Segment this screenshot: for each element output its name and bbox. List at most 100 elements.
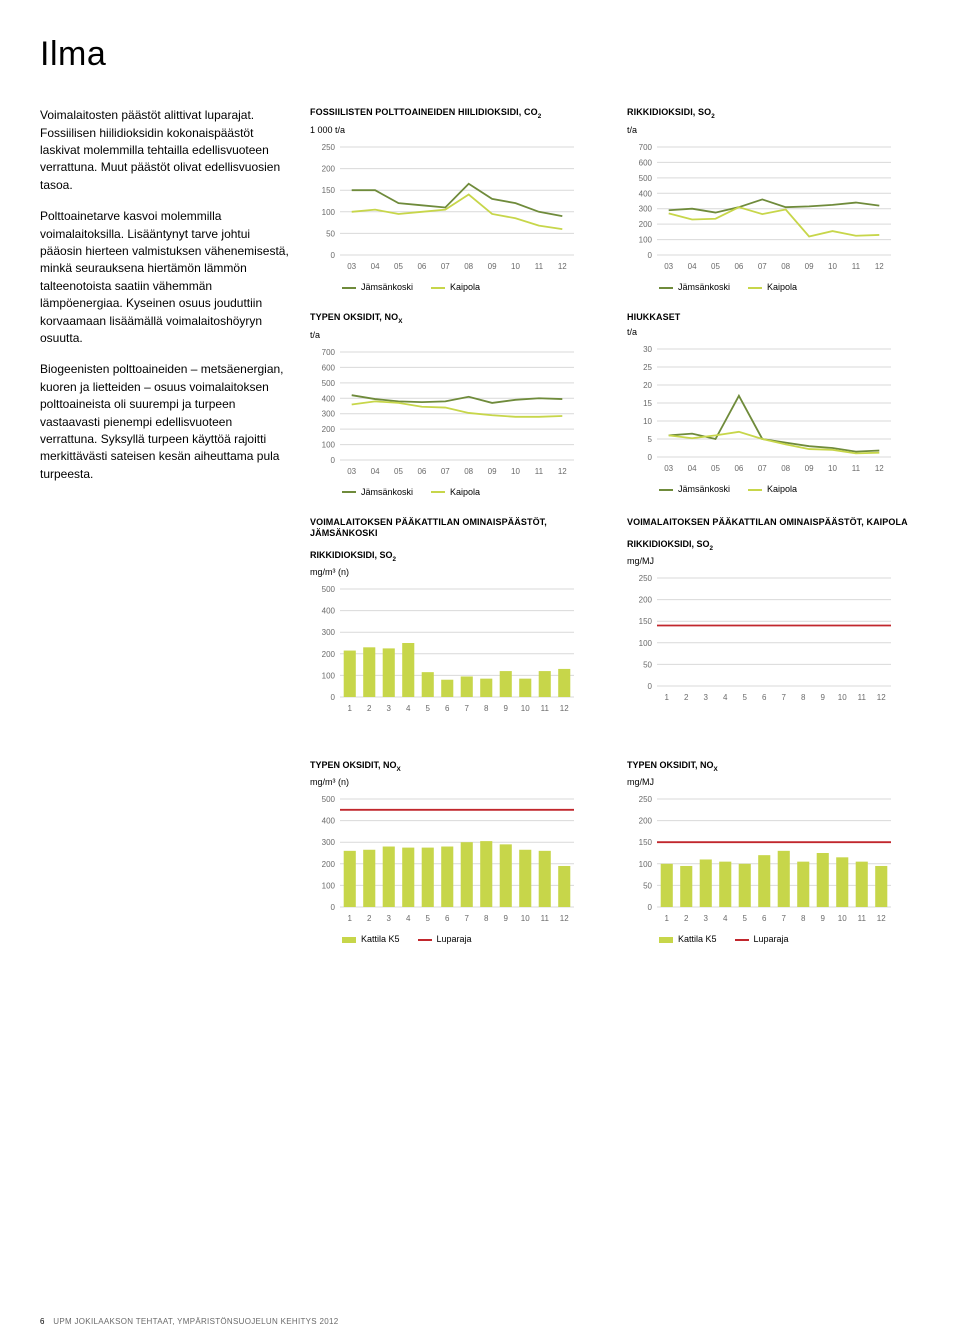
svg-text:200: 200 xyxy=(322,425,336,434)
svg-text:10: 10 xyxy=(511,467,520,476)
svg-text:10: 10 xyxy=(521,704,530,713)
para-2: Polttoainetarve kasvoi molemmilla voimal… xyxy=(40,208,290,347)
svg-text:11: 11 xyxy=(852,262,861,271)
svg-text:9: 9 xyxy=(821,693,826,702)
svg-text:15: 15 xyxy=(643,399,652,408)
svg-text:07: 07 xyxy=(441,467,450,476)
svg-text:08: 08 xyxy=(464,467,473,476)
svg-text:03: 03 xyxy=(347,262,356,271)
svg-text:8: 8 xyxy=(484,704,489,713)
svg-text:200: 200 xyxy=(322,165,336,174)
svg-text:12: 12 xyxy=(877,914,886,923)
svg-text:400: 400 xyxy=(322,607,336,616)
para-3: Biogeenisten polttoaineiden – metsäenerg… xyxy=(40,361,290,483)
svg-text:10: 10 xyxy=(838,693,847,702)
chart-kp-nox: TYPEN OKSIDIT, NOX mg/MJ 050100150200250… xyxy=(627,759,920,950)
legend-kp-nox: Kattila K5 Luparaja xyxy=(659,933,920,946)
svg-text:600: 600 xyxy=(322,363,336,372)
svg-text:1: 1 xyxy=(665,693,670,702)
svg-text:11: 11 xyxy=(852,464,861,473)
svg-text:04: 04 xyxy=(371,467,380,476)
svg-text:3: 3 xyxy=(387,704,392,713)
svg-text:04: 04 xyxy=(688,464,697,473)
svg-text:07: 07 xyxy=(758,262,767,271)
svg-text:6: 6 xyxy=(445,914,450,923)
svg-text:05: 05 xyxy=(394,467,403,476)
svg-text:11: 11 xyxy=(535,262,544,271)
svg-text:03: 03 xyxy=(664,262,673,271)
svg-text:05: 05 xyxy=(394,262,403,271)
svg-text:10: 10 xyxy=(828,464,837,473)
svg-text:08: 08 xyxy=(781,262,790,271)
svg-text:20: 20 xyxy=(643,381,652,390)
svg-text:2: 2 xyxy=(684,693,689,702)
svg-text:50: 50 xyxy=(326,229,335,238)
svg-text:150: 150 xyxy=(639,838,653,847)
svg-text:12: 12 xyxy=(558,262,567,271)
svg-text:200: 200 xyxy=(639,817,653,826)
svg-text:200: 200 xyxy=(639,596,653,605)
svg-text:6: 6 xyxy=(445,704,450,713)
svg-text:0: 0 xyxy=(331,693,336,702)
svg-text:10: 10 xyxy=(838,914,847,923)
svg-text:12: 12 xyxy=(560,914,569,923)
svg-text:0: 0 xyxy=(648,251,653,260)
svg-text:0: 0 xyxy=(331,456,336,465)
page-title: Ilma xyxy=(40,30,920,79)
svg-text:100: 100 xyxy=(639,860,653,869)
svg-text:0: 0 xyxy=(648,453,653,462)
chart-co2: FOSSIILISTEN POLTTOAINEIDEN HIILIDIOKSID… xyxy=(310,107,603,298)
svg-text:1: 1 xyxy=(665,914,670,923)
svg-text:500: 500 xyxy=(322,585,336,594)
svg-text:06: 06 xyxy=(417,467,426,476)
legend-nox: Jämsänkoski Kaipola xyxy=(342,486,603,499)
svg-text:12: 12 xyxy=(875,464,884,473)
svg-text:1: 1 xyxy=(348,704,353,713)
svg-text:200: 200 xyxy=(322,860,336,869)
svg-text:10: 10 xyxy=(521,914,530,923)
svg-text:11: 11 xyxy=(541,914,550,923)
svg-text:5: 5 xyxy=(648,435,653,444)
svg-text:08: 08 xyxy=(781,464,790,473)
svg-text:06: 06 xyxy=(734,262,743,271)
svg-text:100: 100 xyxy=(322,208,336,217)
svg-text:5: 5 xyxy=(426,704,431,713)
svg-text:400: 400 xyxy=(322,394,336,403)
svg-text:700: 700 xyxy=(322,348,336,357)
svg-text:4: 4 xyxy=(406,914,411,923)
svg-text:11: 11 xyxy=(858,693,867,702)
svg-text:06: 06 xyxy=(417,262,426,271)
svg-text:3: 3 xyxy=(704,914,709,923)
svg-text:100: 100 xyxy=(322,672,336,681)
legend-so2: Jämsänkoski Kaipola xyxy=(659,281,920,294)
svg-text:500: 500 xyxy=(639,174,653,183)
svg-text:4: 4 xyxy=(406,704,411,713)
svg-text:12: 12 xyxy=(875,262,884,271)
svg-text:4: 4 xyxy=(723,914,728,923)
svg-text:7: 7 xyxy=(782,914,787,923)
svg-text:09: 09 xyxy=(488,262,497,271)
svg-text:1: 1 xyxy=(348,914,353,923)
para-1: Voimalaitosten päästöt alittivat luparaj… xyxy=(40,107,290,194)
svg-text:10: 10 xyxy=(511,262,520,271)
svg-text:5: 5 xyxy=(743,693,748,702)
svg-text:3: 3 xyxy=(387,914,392,923)
svg-text:2: 2 xyxy=(684,914,689,923)
svg-text:7: 7 xyxy=(782,693,787,702)
svg-text:06: 06 xyxy=(734,464,743,473)
svg-text:0: 0 xyxy=(648,903,653,912)
svg-text:500: 500 xyxy=(322,795,336,804)
legend-hiuk: Jämsänkoski Kaipola xyxy=(659,483,920,496)
svg-text:10: 10 xyxy=(643,417,652,426)
svg-text:100: 100 xyxy=(639,639,653,648)
svg-text:25: 25 xyxy=(643,363,652,372)
svg-text:200: 200 xyxy=(639,220,653,229)
svg-text:9: 9 xyxy=(504,704,509,713)
svg-text:150: 150 xyxy=(322,186,336,195)
page-footer: 6 UPM JOKILAAKSON TEHTAAT, YMPÄRISTÖNSUO… xyxy=(40,1316,338,1328)
svg-text:07: 07 xyxy=(441,262,450,271)
svg-text:3: 3 xyxy=(704,693,709,702)
svg-text:2: 2 xyxy=(367,704,372,713)
svg-text:8: 8 xyxy=(484,914,489,923)
legend-jk-nox: Kattila K5 Luparaja xyxy=(342,933,603,946)
